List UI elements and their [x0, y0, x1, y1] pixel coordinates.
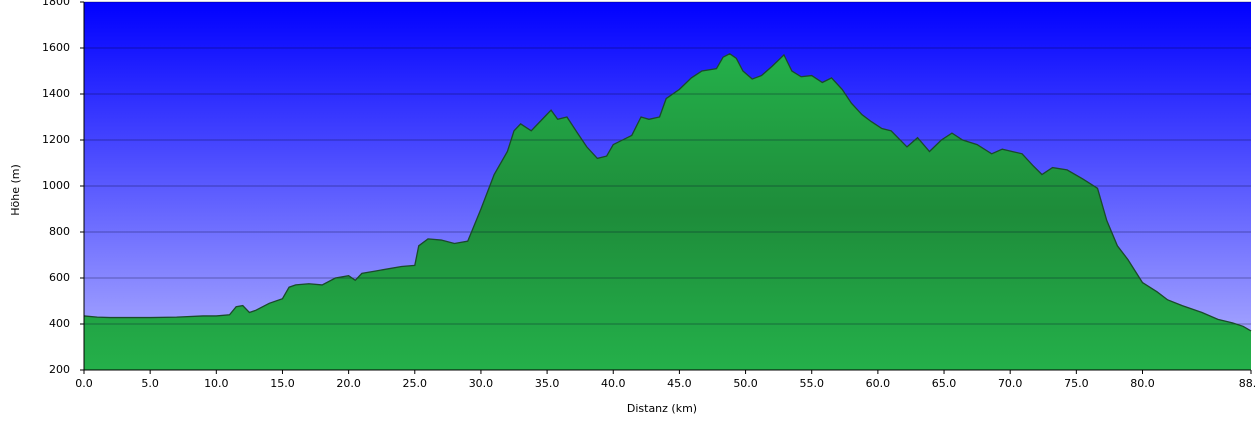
x-tick-label: 50.0	[733, 377, 758, 390]
y-tick-label: 200	[49, 363, 70, 376]
x-tick-label: 40.0	[601, 377, 626, 390]
x-tick-label: 65.0	[932, 377, 957, 390]
x-tick-label: 60.0	[866, 377, 891, 390]
y-tick-label: 1200	[42, 133, 70, 146]
x-tick-label: 70.0	[998, 377, 1023, 390]
x-tick-label: 10.0	[204, 377, 229, 390]
x-tick-label: 0.0	[75, 377, 93, 390]
x-axis-label: Distanz (km)	[627, 402, 697, 415]
x-tick-label: 30.0	[469, 377, 494, 390]
y-tick-label: 1400	[42, 87, 70, 100]
y-tick-label: 1800	[42, 0, 70, 8]
x-tick-label: 80.0	[1130, 377, 1155, 390]
y-tick-label: 1600	[42, 41, 70, 54]
x-tick-label: 25.0	[403, 377, 428, 390]
x-tick-label: 15.0	[270, 377, 295, 390]
x-tick-label: 20.0	[336, 377, 361, 390]
x-tick-label: 45.0	[667, 377, 692, 390]
y-tick-label: 1000	[42, 179, 70, 192]
x-tick-label: 75.0	[1064, 377, 1089, 390]
y-tick-label: 600	[49, 271, 70, 284]
y-tick-label: 800	[49, 225, 70, 238]
x-tick-label: 5.0	[141, 377, 159, 390]
y-axis-label: Höhe (m)	[9, 164, 22, 216]
x-tick-label: 35.0	[535, 377, 560, 390]
x-tick-label: 55.0	[799, 377, 824, 390]
y-tick-label: 400	[49, 317, 70, 330]
elevation-line	[83, 52, 1252, 332]
x-tick-label: 88.2	[1239, 377, 1255, 390]
elevation-area	[84, 53, 1251, 370]
